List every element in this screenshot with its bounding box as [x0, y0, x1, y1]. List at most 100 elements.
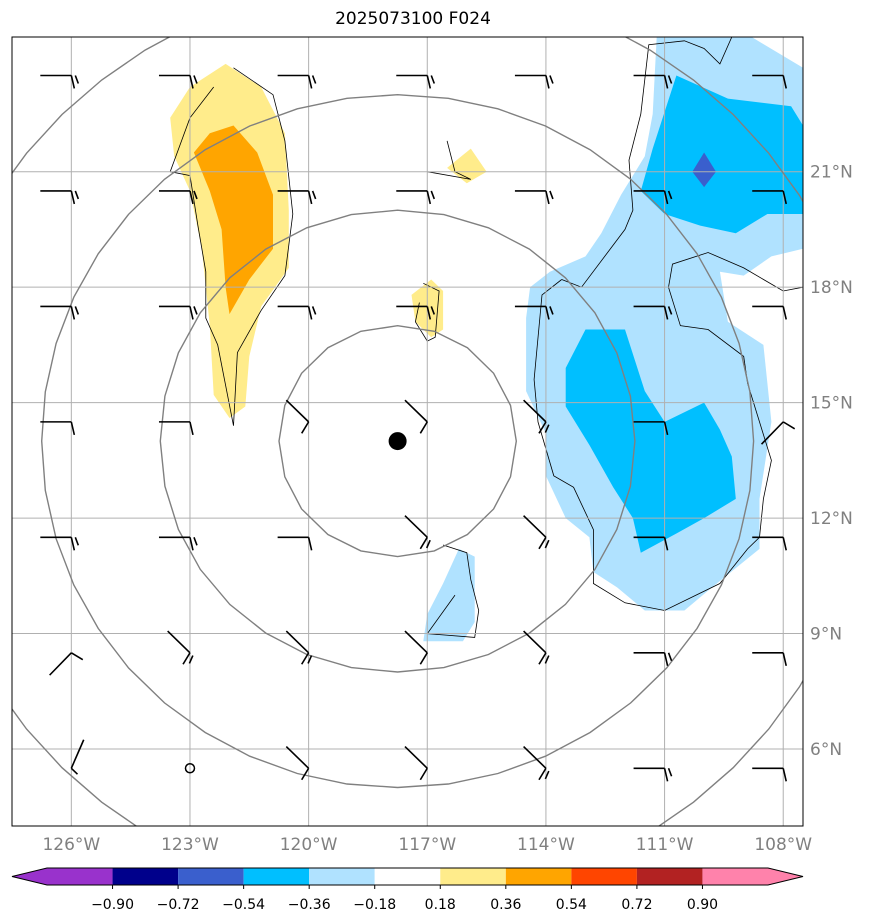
wind-barbs — [40, 74, 796, 782]
colorbar-tick-label: 0.54 — [556, 897, 587, 913]
wind-barb — [514, 74, 554, 89]
wind-barb — [40, 421, 76, 436]
wind-barb — [760, 421, 796, 445]
wind-barb — [633, 652, 673, 666]
storm-center-marker — [388, 432, 407, 451]
range-rings — [12, 37, 803, 826]
wind-barb — [396, 190, 436, 205]
wind-barb — [752, 74, 788, 89]
wind-barb — [404, 515, 431, 550]
colorbar-tick-label: 0.18 — [425, 897, 456, 913]
wind-barb — [40, 305, 80, 320]
map-frame — [11, 36, 804, 827]
wind-barb — [404, 399, 428, 434]
contour-line-1 — [427, 140, 471, 180]
latitude-label: 15°N — [810, 394, 853, 414]
latitude-labels: 21°N 18°N 15°N 12°N 9°N 6°N — [810, 163, 853, 760]
colorbar-tick-label: −0.18 — [353, 897, 396, 913]
colorbar-bin — [309, 868, 375, 885]
positive-field-3 — [447, 148, 487, 184]
contour-lines — [169, 37, 803, 638]
colorbar-bin — [440, 868, 506, 885]
wind-barb — [404, 745, 428, 781]
colorbar-bin — [112, 868, 179, 885]
negative-field-3 — [565, 329, 736, 553]
range-ring-2 — [159, 209, 636, 673]
wind-barb — [158, 305, 198, 320]
wind-barb — [523, 745, 550, 781]
wind-barb — [277, 74, 317, 89]
wind-barb — [277, 305, 317, 320]
wind-barb — [514, 305, 554, 320]
latitude-label: 21°N — [810, 163, 853, 183]
wind-barb — [752, 767, 788, 782]
wind-barb — [633, 536, 669, 551]
latitude-label: 9°N — [810, 625, 842, 645]
longitude-label: 126°W — [42, 835, 100, 855]
wind-barb — [396, 74, 436, 89]
colorbar-bin — [571, 868, 637, 885]
longitude-label: 111°W — [636, 835, 694, 855]
range-ring-3 — [40, 93, 755, 789]
wind-barb — [40, 74, 80, 89]
positive-field-1 — [193, 125, 273, 315]
wind-barb — [158, 74, 198, 89]
colorbar-bin — [636, 868, 703, 885]
wind-barb — [752, 652, 788, 666]
colorbar-bin — [702, 868, 768, 885]
wind-barb — [285, 745, 310, 781]
negative-field-1 — [640, 75, 803, 234]
longitude-label: 123°W — [161, 835, 219, 855]
negative-field-2 — [692, 152, 716, 188]
colorbar-tick-label: 0.90 — [687, 897, 718, 913]
wind-barb — [277, 190, 317, 205]
wind-barb — [633, 305, 673, 320]
colorbar-extend-high — [768, 868, 803, 885]
colorbar-tick-label: −0.36 — [288, 897, 331, 913]
wind-barb — [523, 630, 550, 665]
wind-barb — [40, 190, 80, 205]
wind-barb — [167, 630, 194, 665]
colorbar-bin — [374, 868, 441, 885]
colorbar-bin — [243, 868, 310, 885]
colorbar-outline — [11, 867, 804, 886]
colorbar-tick-label: −0.54 — [222, 897, 265, 913]
wind-barb — [633, 190, 673, 205]
chart-title: 2025073100 F024 — [335, 9, 491, 29]
longitude-label: 114°W — [517, 835, 575, 855]
wind-barb — [752, 536, 788, 551]
colorbar-tick-label: −0.72 — [157, 897, 200, 913]
colorbar-tick-label: 0.72 — [621, 897, 652, 913]
range-ring-4 — [12, 37, 803, 826]
wind-barb — [285, 630, 313, 665]
latitude-label: 18°N — [810, 278, 853, 298]
wind-barb — [70, 739, 85, 775]
latitude-label: 12°N — [810, 509, 853, 529]
wind-barb — [633, 421, 669, 436]
wind-barb — [523, 515, 550, 550]
wind-barb — [752, 305, 788, 320]
wind-barb — [633, 74, 673, 89]
negative-field-4 — [423, 548, 475, 642]
wind-barb — [285, 399, 310, 434]
longitude-label: 120°W — [280, 835, 338, 855]
contour-line-0 — [169, 67, 294, 426]
wind-barb — [404, 630, 428, 665]
wind-barb — [514, 190, 554, 205]
longitude-label: 108°W — [754, 835, 812, 855]
contour-line-2 — [414, 282, 440, 342]
wind-barb — [158, 421, 194, 436]
colorbar-tick-label: −0.90 — [91, 897, 134, 913]
wind-barb — [158, 536, 198, 551]
wind-barb — [523, 399, 550, 434]
colorbar-extend-low — [12, 868, 47, 885]
latitude-label: 6°N — [810, 740, 842, 760]
range-ring-1 — [278, 324, 518, 558]
longitude-labels: 126°W 123°W 120°W 117°W 114°W 111°W 108°W — [42, 835, 812, 855]
wind-barb — [752, 190, 788, 205]
colorbar-bin — [178, 868, 244, 885]
colorbar-tick-label: 0.36 — [490, 897, 521, 913]
wind-barb — [633, 767, 673, 782]
graticule — [12, 37, 803, 826]
